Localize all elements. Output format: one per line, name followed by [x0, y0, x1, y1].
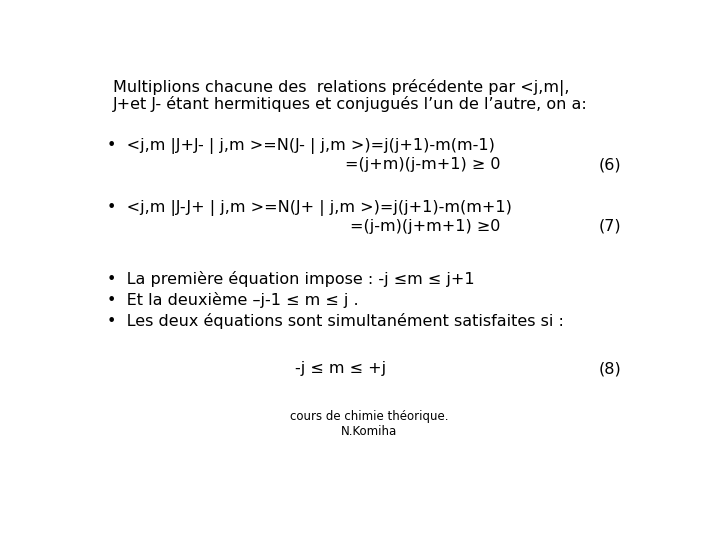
Text: N.Komiha: N.Komiha: [341, 425, 397, 438]
Text: (6): (6): [598, 157, 621, 172]
Text: cours de chimie théorique.: cours de chimie théorique.: [289, 410, 449, 423]
Text: (7): (7): [598, 219, 621, 234]
Text: J+et J- étant hermitiques et conjugués l’un de l’autre, on a:: J+et J- étant hermitiques et conjugués l…: [113, 96, 588, 112]
Text: =(j-m)(j+m+1) ≥0: =(j-m)(j+m+1) ≥0: [351, 219, 500, 234]
Text: •  <j,m |J+J- | j,m >=N(J- | j,m >)=j(j+1)-m(m-1): • <j,m |J+J- | j,m >=N(J- | j,m >)=j(j+1…: [107, 138, 495, 154]
Text: •  La première équation impose : -j ≤m ≤ j+1: • La première équation impose : -j ≤m ≤ …: [107, 271, 474, 287]
Text: =(j+m)(j-m+1) ≥ 0: =(j+m)(j-m+1) ≥ 0: [346, 157, 500, 172]
Text: (8): (8): [598, 361, 621, 376]
Text: •  Et la deuxième –j-1 ≤ m ≤ j .: • Et la deuxième –j-1 ≤ m ≤ j .: [107, 292, 359, 308]
Text: •  <j,m |J-J+ | j,m >=N(J+ | j,m >)=j(j+1)-m(m+1): • <j,m |J-J+ | j,m >=N(J+ | j,m >)=j(j+1…: [107, 200, 512, 215]
Text: •  Les deux équations sont simultanément satisfaites si :: • Les deux équations sont simultanément …: [107, 313, 564, 329]
Text: -j ≤ m ≤ +j: -j ≤ m ≤ +j: [295, 361, 387, 376]
Text: Multiplions chacune des  relations précédente par <j,m|,: Multiplions chacune des relations précéd…: [113, 79, 570, 96]
